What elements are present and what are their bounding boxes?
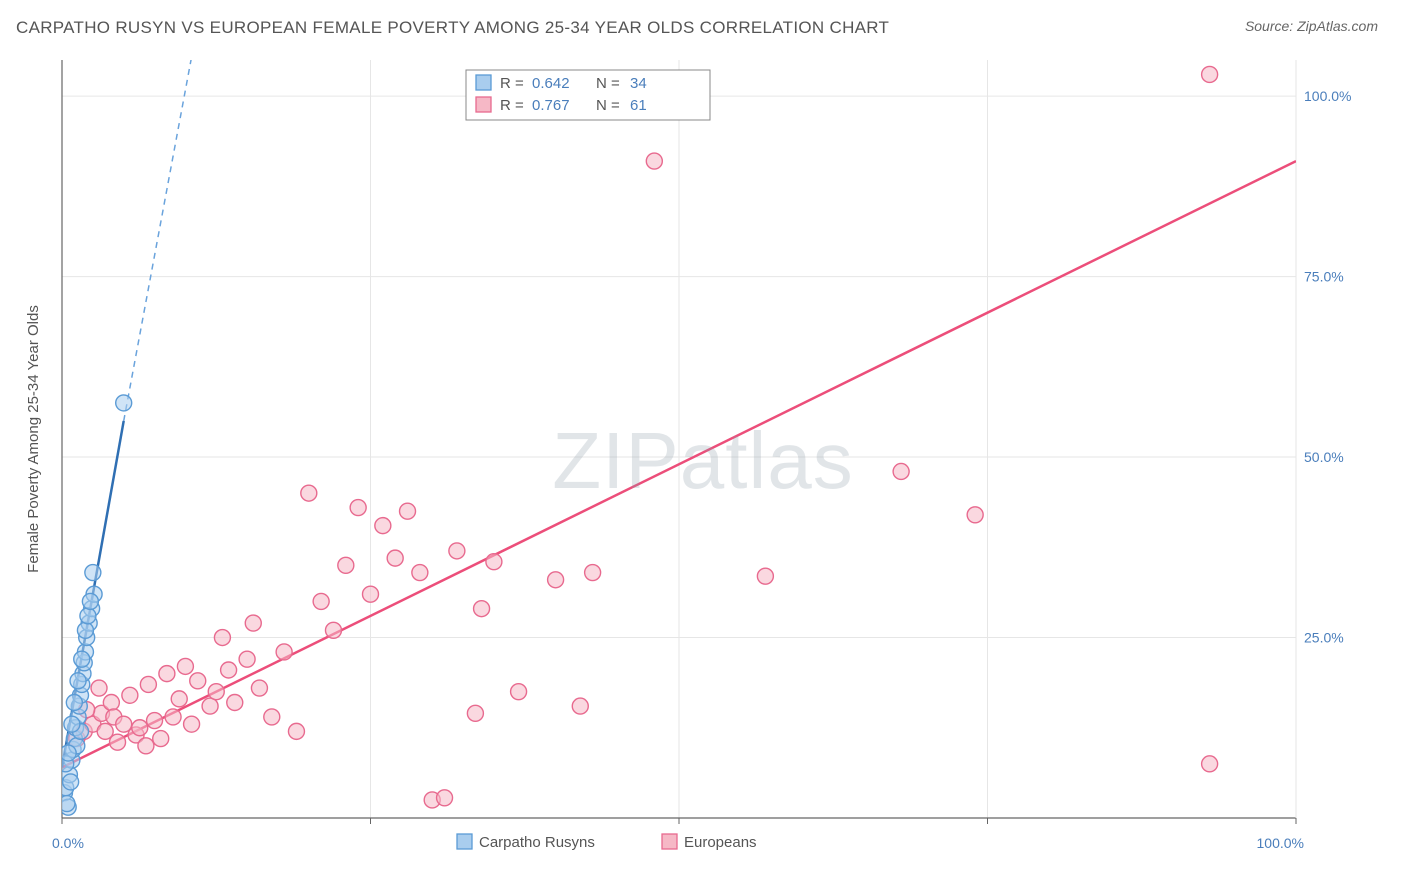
data-point — [80, 608, 96, 624]
legend-r-value: 0.767 — [532, 97, 570, 114]
legend-series-label: Europeans — [684, 834, 757, 851]
data-point — [138, 738, 154, 754]
data-point — [375, 518, 391, 534]
data-point — [325, 622, 341, 638]
data-point — [59, 796, 75, 812]
data-point — [313, 593, 329, 609]
data-point — [147, 713, 163, 729]
data-point — [70, 673, 86, 689]
data-point — [757, 568, 773, 584]
correlation-scatter-chart: 25.0% 50.0% 75.0% 100.0% 0.0% 100.0% Female Po… — [16, 46, 1390, 880]
data-point — [338, 557, 354, 573]
x-tick-label: 100.0% — [1257, 835, 1304, 851]
data-point — [548, 572, 564, 588]
data-point — [437, 790, 453, 806]
legend-n-label: N = — [596, 75, 620, 92]
data-point — [400, 503, 416, 519]
data-point — [85, 565, 101, 581]
data-point — [66, 694, 82, 710]
data-point — [1202, 66, 1218, 82]
legend-n-value: 34 — [630, 75, 647, 92]
data-point — [91, 680, 107, 696]
data-point — [74, 651, 90, 667]
data-point — [165, 709, 181, 725]
data-point — [159, 666, 175, 682]
legend-n-value: 61 — [630, 97, 647, 114]
data-point — [184, 716, 200, 732]
data-point — [239, 651, 255, 667]
data-point — [116, 395, 132, 411]
data-point — [190, 673, 206, 689]
data-point — [474, 601, 490, 617]
data-point — [60, 745, 76, 761]
data-point — [350, 500, 366, 516]
data-point — [572, 698, 588, 714]
data-point — [264, 709, 280, 725]
data-point — [122, 687, 138, 703]
legend-r-value: 0.642 — [532, 75, 570, 92]
chart-title: CARPATHO RUSYN VS EUROPEAN FEMALE POVERT… — [16, 18, 889, 38]
data-point — [251, 680, 267, 696]
chart-container: ZIPatlas 25.0%50.0%75.0%100.0%0.0%100.0%… — [16, 46, 1390, 880]
legend-series-label: Carpatho Rusyns — [479, 834, 595, 851]
data-point — [449, 543, 465, 559]
data-point — [511, 684, 527, 700]
data-point — [585, 565, 601, 581]
data-point — [646, 153, 662, 169]
data-point — [153, 731, 169, 747]
data-point — [276, 644, 292, 660]
data-point — [893, 463, 909, 479]
data-point — [208, 684, 224, 700]
data-point — [110, 734, 126, 750]
data-point — [171, 691, 187, 707]
x-tick-label: 0.0% — [52, 835, 84, 851]
y-axis-label: Female Poverty Among 25-34 Year Olds — [25, 305, 42, 573]
data-point — [486, 554, 502, 570]
data-point — [140, 676, 156, 692]
data-point — [245, 615, 261, 631]
data-point — [103, 694, 119, 710]
data-point — [288, 723, 304, 739]
data-point — [214, 630, 230, 646]
data-point — [132, 720, 148, 736]
legend-r-label: R = — [500, 97, 524, 114]
legend-swatch — [662, 834, 677, 849]
data-point — [967, 507, 983, 523]
data-point — [177, 658, 193, 674]
legend-swatch — [476, 97, 491, 112]
source-attribution: Source: ZipAtlas.com — [1245, 18, 1378, 34]
legend-r-label: R = — [500, 75, 524, 92]
data-point — [1202, 756, 1218, 772]
legend-swatch — [457, 834, 472, 849]
data-point — [387, 550, 403, 566]
data-point — [221, 662, 237, 678]
data-point — [77, 622, 93, 638]
data-point — [227, 694, 243, 710]
y-tick-label: 75.0% — [1304, 269, 1344, 285]
data-point — [301, 485, 317, 501]
data-point — [64, 716, 80, 732]
data-point — [412, 565, 428, 581]
y-tick-label: 50.0% — [1304, 449, 1344, 465]
data-point — [363, 586, 379, 602]
data-point — [202, 698, 218, 714]
legend-swatch — [476, 75, 491, 90]
y-tick-label: 25.0% — [1304, 630, 1344, 646]
data-point — [467, 705, 483, 721]
data-point — [82, 593, 98, 609]
data-point — [63, 774, 79, 790]
y-tick-label: 100.0% — [1304, 88, 1351, 104]
trend-line-carpatho-dashed — [124, 46, 198, 421]
legend-n-label: N = — [596, 97, 620, 114]
